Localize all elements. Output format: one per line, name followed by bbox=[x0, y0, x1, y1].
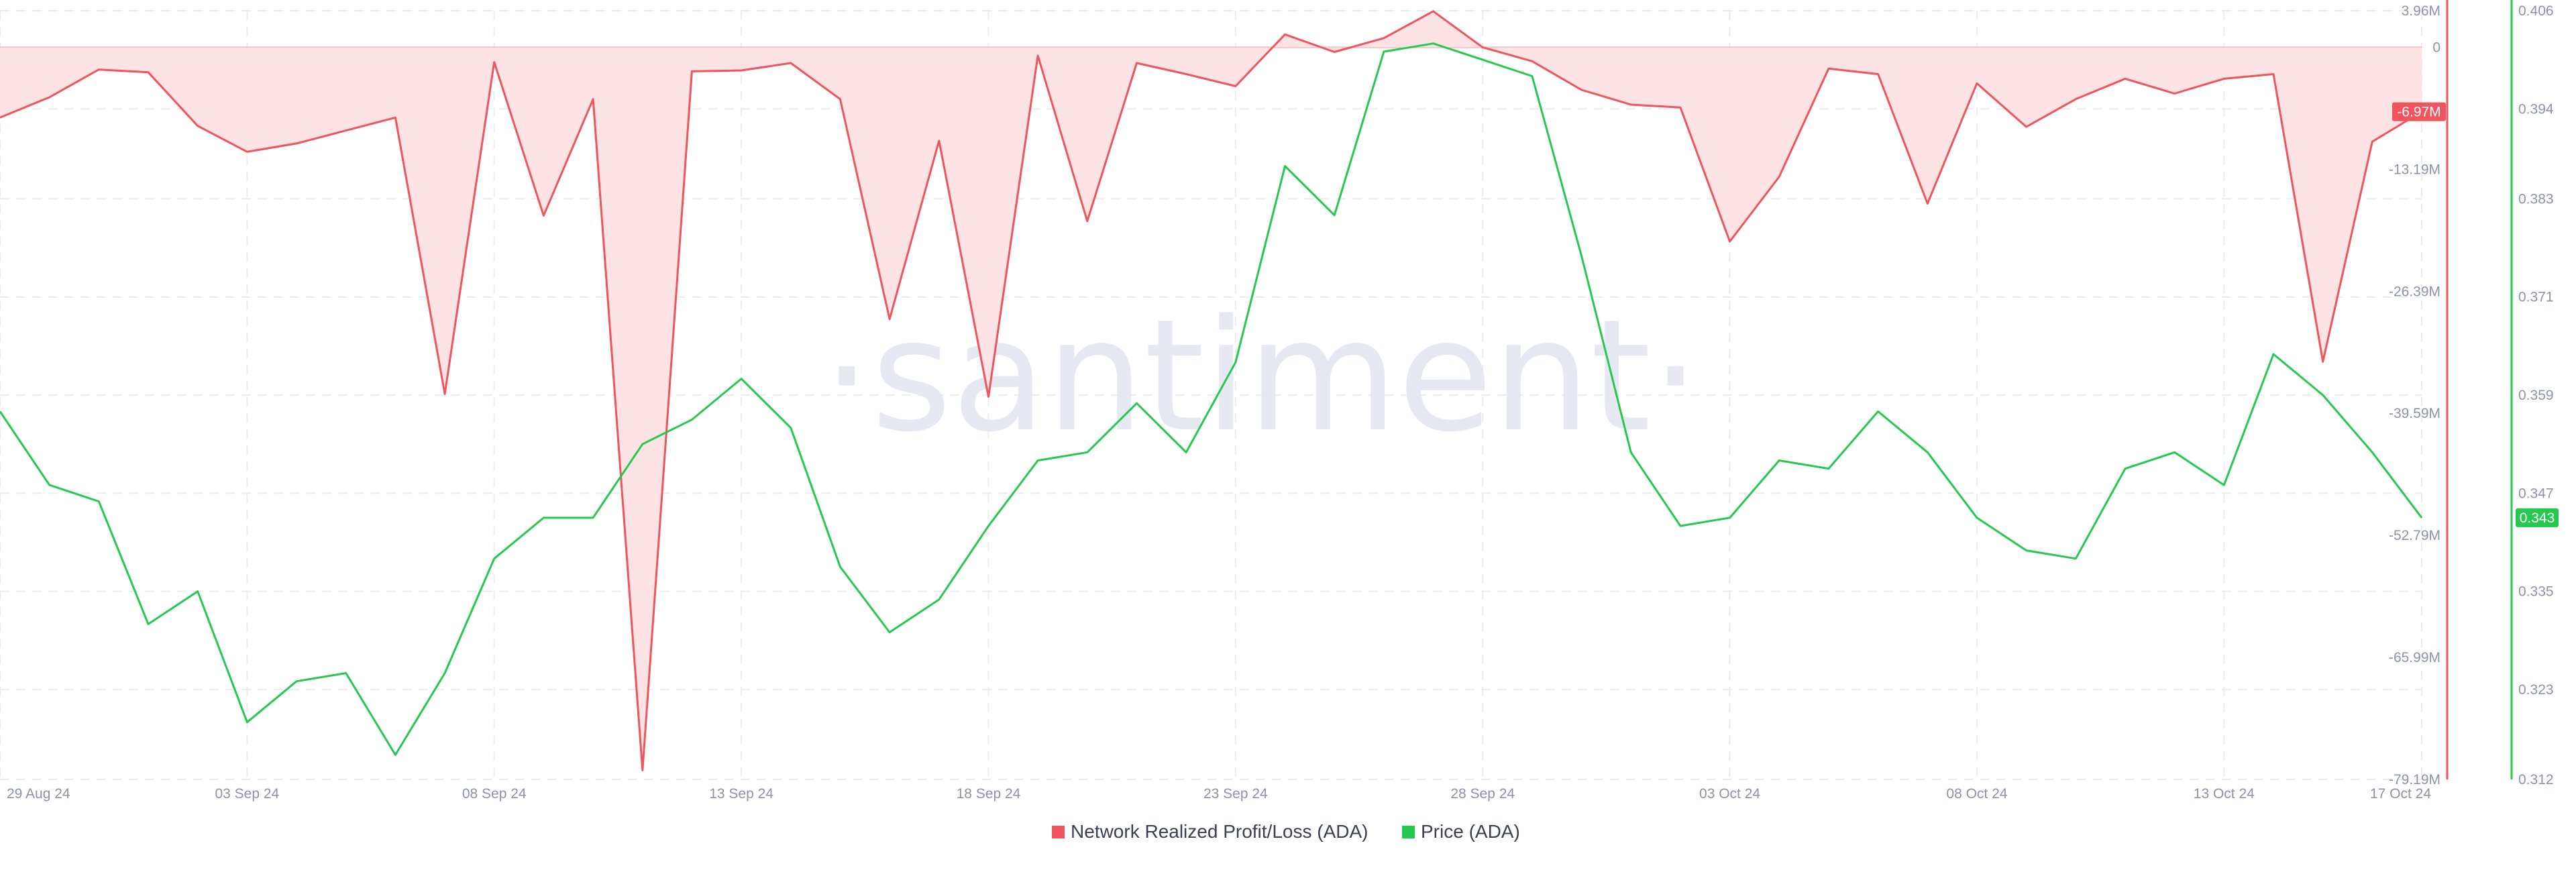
legend-price-swatch bbox=[1402, 826, 1415, 838]
axes: 29 Aug 24 03 Sep 24 08 Sep 24 13 Sep 24 18 S… bbox=[7, 0, 2559, 802]
profit-loss-tick-label: -26.39M bbox=[2389, 284, 2440, 299]
profit-loss-tick-label: -39.59M bbox=[2389, 406, 2440, 421]
profit-loss-tick-label: -79.19M bbox=[2389, 772, 2440, 787]
legend-price-label: Price (ADA) bbox=[1421, 821, 1520, 842]
x-tick-label: 08 Sep 24 bbox=[462, 786, 527, 802]
price-tick-label: 0.347 bbox=[2518, 486, 2554, 501]
x-tick-label: 28 Sep 24 bbox=[1450, 786, 1515, 802]
profit-loss-tick-label: -65.99M bbox=[2389, 650, 2440, 665]
x-tick-label: 03 Sep 24 bbox=[215, 786, 279, 802]
legend: Network Realized Profit/Loss (ADA) Price … bbox=[1052, 821, 1520, 842]
x-tick-label: 17 Oct 24 bbox=[2370, 786, 2431, 802]
price-tick-label: 0.335 bbox=[2518, 584, 2554, 600]
price-tick-label: 0.359 bbox=[2518, 388, 2554, 403]
profit-loss-tick-label: 0 bbox=[2432, 40, 2440, 56]
x-tick-label: 18 Sep 24 bbox=[957, 786, 1021, 802]
price-line bbox=[0, 42, 2423, 756]
profit-loss-current-badge bbox=[2392, 102, 2446, 121]
price-tick-label: 0.383 bbox=[2518, 191, 2554, 207]
price-tick-label: 0.394 bbox=[2518, 101, 2554, 117]
price-current-value: 0.343 bbox=[2520, 510, 2555, 526]
profit-loss-area bbox=[0, 11, 2422, 771]
price-tick-label: 0.323 bbox=[2518, 682, 2554, 698]
profit-loss-current-value: -6.97M bbox=[2397, 105, 2440, 120]
profit-loss-area-layer bbox=[0, 11, 2422, 771]
price-tick-label: 0.371 bbox=[2518, 290, 2554, 305]
legend-profit-loss-label: Network Realized Profit/Loss (ADA) bbox=[1071, 821, 1368, 842]
profit-loss-line bbox=[0, 10, 2422, 771]
x-tick-label: 03 Oct 24 bbox=[1699, 786, 1760, 802]
price-tick-label: 0.406 bbox=[2518, 3, 2554, 19]
x-tick-label: 29 Aug 24 bbox=[7, 786, 70, 802]
price-current-badge bbox=[2516, 508, 2559, 527]
x-tick-label: 13 Sep 24 bbox=[709, 786, 773, 802]
santiment-watermark: ·santiment· bbox=[822, 287, 1700, 466]
profit-loss-tick-label: -52.79M bbox=[2389, 528, 2440, 543]
profit-loss-tick-label: 3.96M bbox=[2402, 3, 2440, 19]
x-tick-label: 08 Oct 24 bbox=[1946, 786, 2007, 802]
x-tick-label: 13 Oct 24 bbox=[2194, 786, 2255, 802]
profit-loss-tick-label: -13.19M bbox=[2389, 162, 2440, 177]
legend-profit-loss-swatch bbox=[1052, 826, 1065, 838]
x-tick-label: 23 Sep 24 bbox=[1203, 786, 1268, 802]
price-tick-label: 0.312 bbox=[2518, 772, 2554, 787]
series-lines bbox=[0, 10, 2423, 771]
